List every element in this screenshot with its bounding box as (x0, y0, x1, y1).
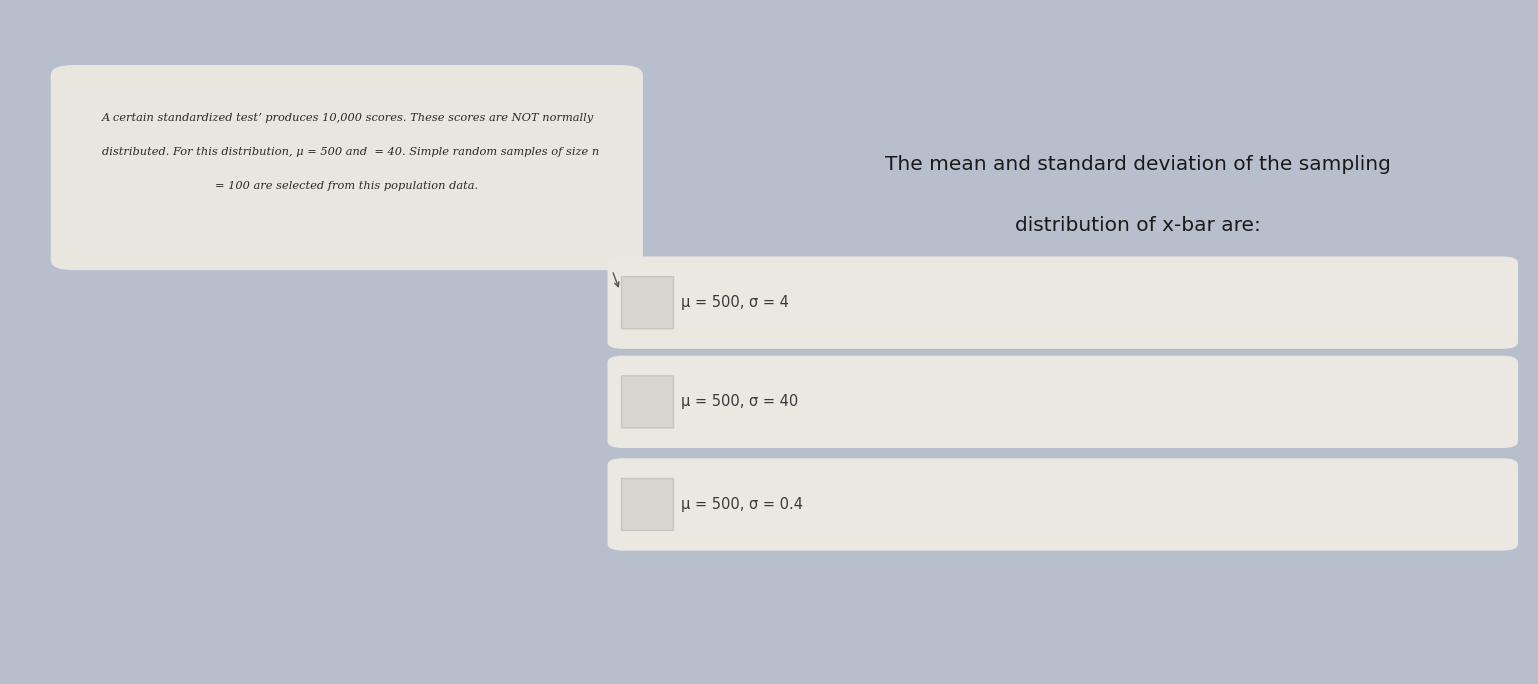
FancyBboxPatch shape (621, 277, 674, 329)
FancyBboxPatch shape (608, 256, 1518, 349)
FancyBboxPatch shape (621, 479, 674, 531)
FancyBboxPatch shape (608, 458, 1518, 551)
FancyBboxPatch shape (621, 376, 674, 428)
Text: A certain standardized testʼ produces 10,000 scores. These scores are NOT normal: A certain standardized testʼ produces 10… (102, 113, 594, 123)
FancyBboxPatch shape (51, 65, 643, 270)
Text: = 100 are selected from this population data.: = 100 are selected from this population … (215, 181, 478, 192)
Text: distribution of x-bar are:: distribution of x-bar are: (1015, 216, 1261, 235)
Text: The mean and standard deviation of the sampling: The mean and standard deviation of the s… (886, 155, 1390, 174)
Text: μ = 500, σ = 0.4: μ = 500, σ = 0.4 (681, 497, 803, 512)
Text: μ = 500, σ = 40: μ = 500, σ = 40 (681, 395, 798, 409)
Text: distributed. For this distribution, μ = 500 and  = 40. Simple random samples of : distributed. For this distribution, μ = … (102, 147, 598, 157)
FancyBboxPatch shape (608, 356, 1518, 448)
Text: μ = 500, σ = 4: μ = 500, σ = 4 (681, 295, 789, 310)
